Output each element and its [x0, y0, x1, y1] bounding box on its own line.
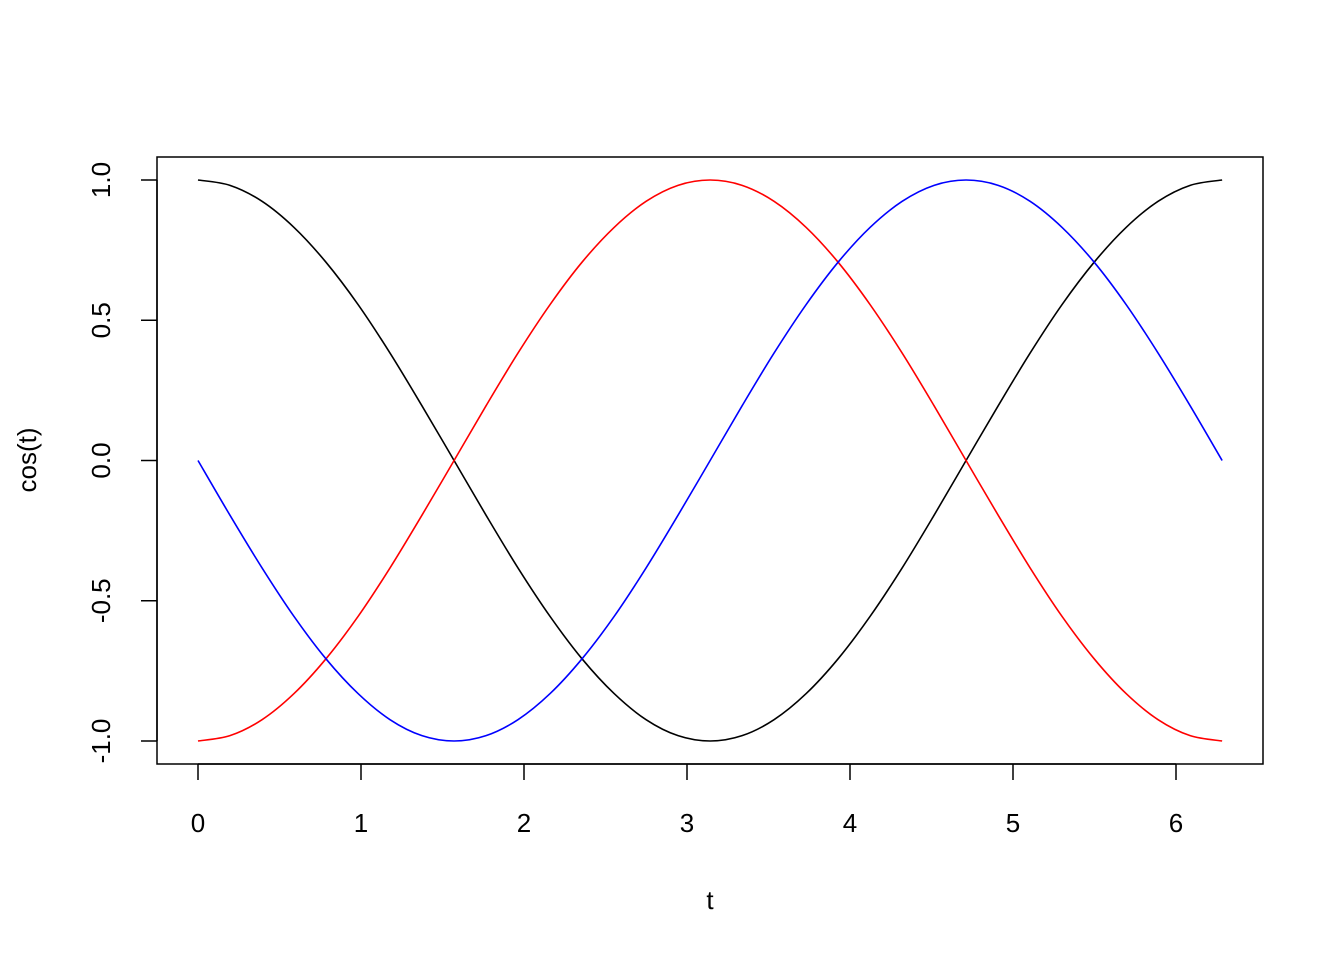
y-axis: -1.0 -0.5 0.0 0.5 1.0	[86, 162, 158, 764]
x-tick-label: 4	[843, 808, 857, 838]
y-tick-label: 0.5	[86, 302, 116, 338]
x-tick-label: 0	[191, 808, 205, 838]
series-lines	[197, 179, 1223, 742]
x-tick-label: 3	[680, 808, 694, 838]
x-tick-label: 5	[1006, 808, 1020, 838]
x-tick-label: 2	[517, 808, 531, 838]
series-line-2	[197, 179, 1223, 742]
y-axis-label: cos(t)	[12, 428, 42, 493]
y-tick-label: 1.0	[86, 162, 116, 198]
x-axis-label: t	[706, 885, 714, 915]
y-tick-label: 0.0	[86, 442, 116, 478]
series-line-0	[197, 179, 1223, 742]
series-line-1	[197, 179, 1223, 742]
y-tick-label: -0.5	[86, 578, 116, 623]
y-tick-label: -1.0	[86, 719, 116, 764]
x-tick-label: 6	[1169, 808, 1183, 838]
x-axis: 0 1 2 3 4 5 6	[191, 763, 1183, 838]
x-tick-label: 1	[354, 808, 368, 838]
